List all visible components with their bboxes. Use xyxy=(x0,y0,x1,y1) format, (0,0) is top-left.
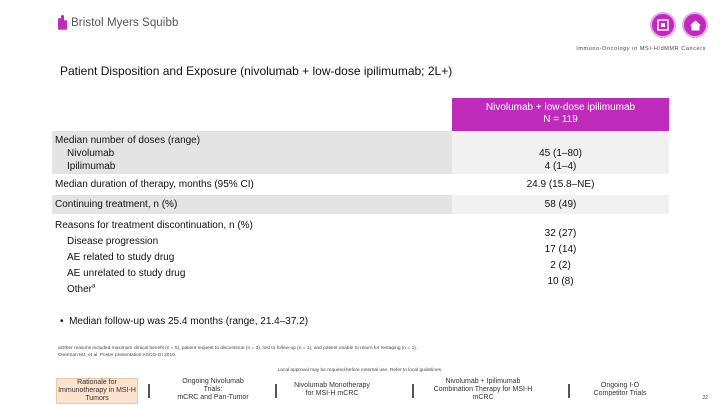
page-title: Patient Disposition and Exposure (nivolu… xyxy=(60,64,453,78)
nav-divider xyxy=(412,384,414,398)
exit-slide-icon[interactable] xyxy=(650,12,676,38)
bms-logo-mark xyxy=(58,14,67,32)
nav-nivolumab-monotherapy[interactable]: Nivolumab Monotherapy for MSI-H mCRC xyxy=(294,382,370,397)
nav-divider xyxy=(275,384,277,398)
page-number: 22 xyxy=(702,395,708,401)
table-row: Reasons for treatment discontinuation, n… xyxy=(52,215,669,299)
row-label: Continuing treatment, n (%) xyxy=(52,195,452,214)
nav-rationale[interactable]: Rationale for Immunotherapy in MSI-H Tumor… xyxy=(56,378,138,404)
table-row: Continuing treatment, n (%) 58 (49) xyxy=(52,195,669,215)
table-row: Median number of doses (range) Nivolumab… xyxy=(52,131,669,175)
section-subtitle: Immuno-Oncology in MSI-H/dMMR Cancers xyxy=(576,46,706,52)
follow-up-bullet: • Median follow-up was 25.4 months (rang… xyxy=(60,316,309,327)
row-label: Median duration of therapy, months (95% … xyxy=(52,175,452,194)
home-icon[interactable] xyxy=(682,12,708,38)
logo-text: Bristol Myers Squibb xyxy=(71,17,179,29)
nav-divider xyxy=(148,384,150,398)
row-label: Reasons for treatment discontinuation, n… xyxy=(55,220,253,231)
bottom-navigation: Rationale for Immunotherapy in MSI-H Tumor… xyxy=(0,376,720,405)
disposition-table: Nivolumab + low-dose ipilimumab N = 119 … xyxy=(52,98,669,299)
bms-logo: Bristol Myers Squibb xyxy=(58,14,178,32)
nav-ongoing-nivolumab[interactable]: Ongoing Nivolumab Trials: mCRC and Pan-Tum… xyxy=(177,378,249,401)
approval-note: Local approval may be required before ex… xyxy=(277,368,443,373)
table-header: Nivolumab + low-dose ipilimumab N = 119 xyxy=(52,98,669,131)
nav-competitor-trials[interactable]: Ongoing I-O Competitor Trials xyxy=(593,382,647,397)
column-header: Nivolumab + low-dose ipilimumab N = 119 xyxy=(452,98,669,131)
table-row: Median duration of therapy, months (95% … xyxy=(52,175,669,195)
row-label: Median number of doses (range) xyxy=(55,135,201,146)
nav-combination-therapy[interactable]: Nivolumab + Ipilimumab Combination Therap… xyxy=(433,378,533,401)
nav-divider xyxy=(568,384,570,398)
footnotes: aOther reasons included maximum clinical… xyxy=(58,346,418,358)
